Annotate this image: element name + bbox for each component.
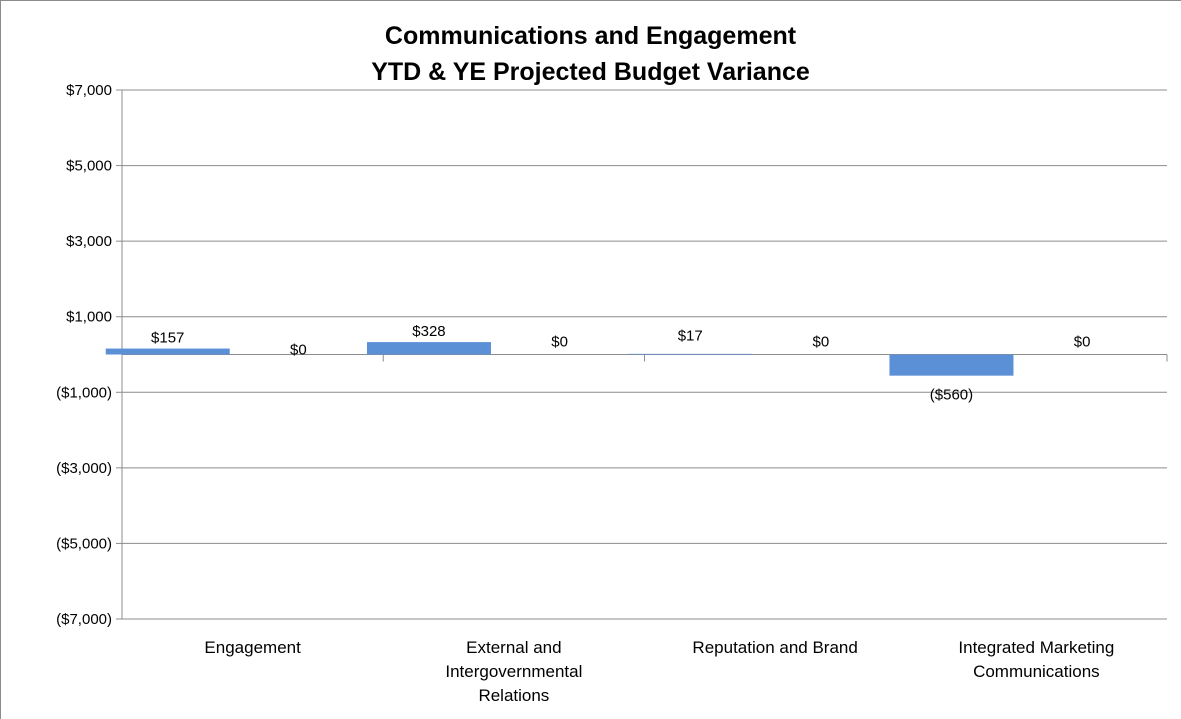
data-labels: $157 $328 $17 ($560) $0 $0 $0 $0: [151, 323, 1090, 404]
gridlines: [122, 89, 1167, 620]
bars: [105, 342, 1014, 376]
bar: [628, 353, 753, 355]
x-tick-label: Reputation and Brand: [692, 638, 858, 657]
bar: [366, 342, 491, 355]
chart-subtitle: YTD & YE Projected Budget Variance: [371, 58, 810, 86]
y-tick-label: $7,000: [66, 82, 112, 99]
bar: [105, 348, 230, 355]
data-label: $0: [551, 334, 568, 351]
y-tick-label: ($3,000): [56, 460, 112, 477]
data-label: $328: [412, 323, 445, 340]
y-tick-label: $5,000: [66, 158, 112, 175]
y-tick-label: ($7,000): [56, 611, 112, 628]
y-tick-label: ($5,000): [56, 535, 112, 552]
data-label: $17: [678, 328, 703, 345]
y-tick-label: $3,000: [66, 233, 112, 250]
data-label: $157: [151, 330, 184, 347]
data-label: $0: [1074, 334, 1091, 351]
data-label: $0: [290, 342, 307, 359]
bar: [889, 354, 1014, 376]
data-label: $0: [813, 334, 830, 351]
y-tick-label: ($1,000): [56, 384, 112, 401]
x-tick-label: Engagement: [204, 638, 301, 657]
chart-title: Communications and Engagement: [384, 22, 797, 50]
x-tick-label: External and Intergovernmental Relations: [445, 638, 583, 705]
data-label: ($560): [930, 387, 973, 404]
y-tick-label: $1,000: [66, 309, 112, 326]
x-tick-label: Integrated Marketing Communications: [958, 638, 1115, 681]
